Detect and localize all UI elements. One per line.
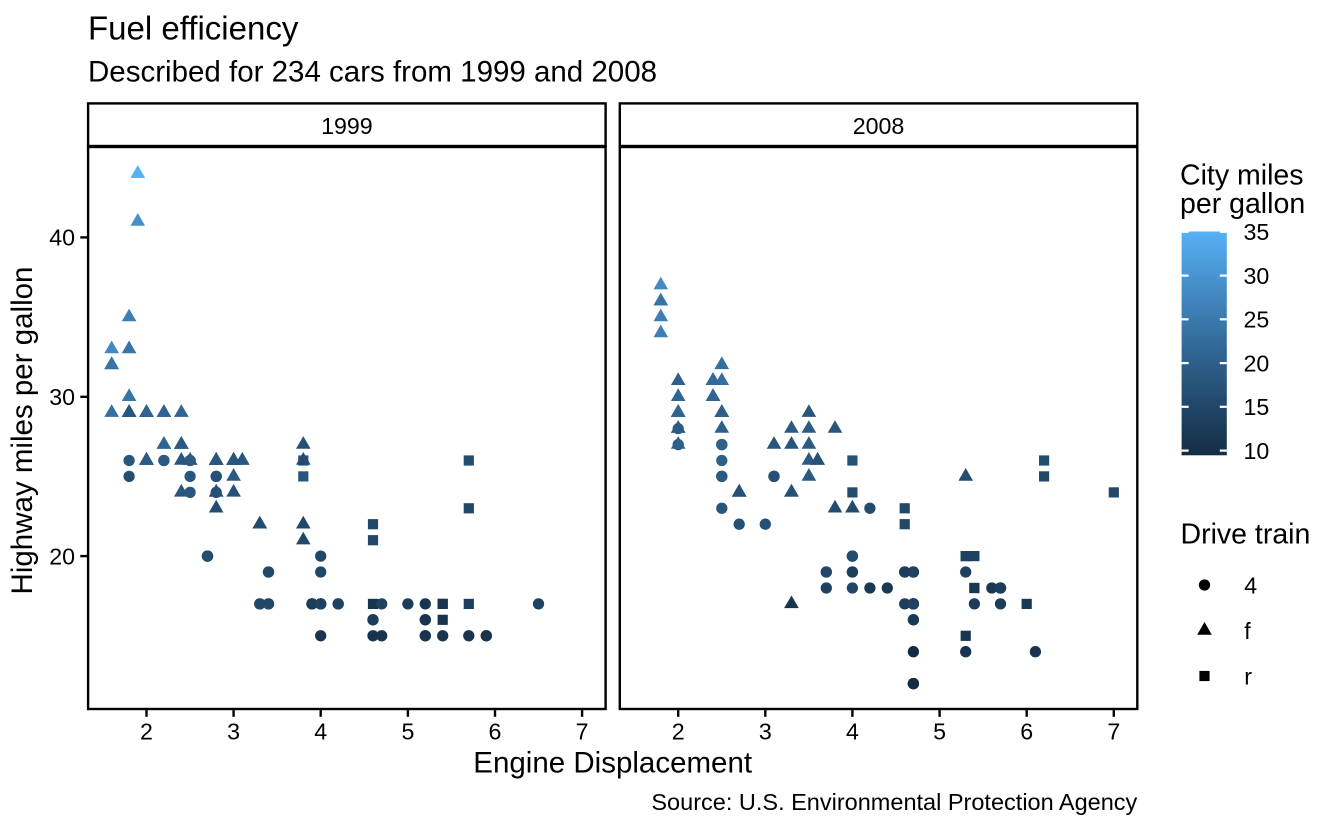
svg-text:Described for 234 cars from 19: Described for 234 cars from 1999 and 200…	[88, 55, 657, 88]
svg-text:Source: U.S. Environmental Pro: Source: U.S. Environmental Protection Ag…	[651, 789, 1137, 815]
svg-text:2: 2	[672, 719, 685, 745]
svg-text:7: 7	[576, 719, 589, 745]
svg-text:4: 4	[314, 719, 327, 745]
svg-text:per gallon: per gallon	[1180, 188, 1305, 220]
svg-text:5: 5	[401, 719, 414, 745]
svg-text:20: 20	[1244, 350, 1270, 376]
svg-text:f: f	[1244, 618, 1251, 644]
svg-text:Drive train: Drive train	[1181, 519, 1311, 551]
svg-text:25: 25	[1244, 307, 1270, 333]
svg-text:35: 35	[1244, 219, 1270, 245]
svg-text:6: 6	[489, 719, 502, 745]
svg-text:4: 4	[1244, 572, 1257, 598]
svg-text:City miles: City miles	[1180, 160, 1304, 192]
svg-text:Fuel efficiency: Fuel efficiency	[88, 9, 299, 46]
svg-text:3: 3	[759, 719, 772, 745]
svg-text:4: 4	[846, 719, 859, 745]
svg-text:15: 15	[1244, 394, 1270, 420]
svg-text:2008: 2008	[853, 113, 905, 139]
svg-text:20: 20	[49, 543, 75, 569]
svg-text:40: 40	[49, 225, 75, 251]
svg-text:Highway miles per gallon: Highway miles per gallon	[6, 267, 39, 595]
svg-text:6: 6	[1020, 719, 1033, 745]
svg-text:30: 30	[1244, 263, 1270, 289]
svg-text:10: 10	[1244, 438, 1270, 464]
svg-text:r: r	[1244, 663, 1252, 689]
svg-text:3: 3	[227, 719, 240, 745]
svg-text:1999: 1999	[321, 113, 373, 139]
svg-text:2: 2	[140, 719, 153, 745]
svg-text:5: 5	[933, 719, 946, 745]
svg-text:7: 7	[1107, 719, 1120, 745]
svg-text:30: 30	[49, 384, 75, 410]
svg-text:Engine Displacement: Engine Displacement	[473, 746, 752, 779]
